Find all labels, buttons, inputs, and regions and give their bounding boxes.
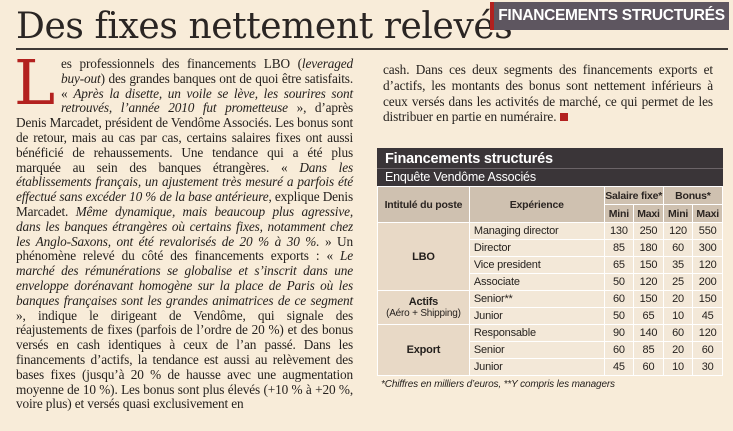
article-text-right: cash. Dans ces deux segments des finance…: [383, 62, 713, 125]
value-cell: 60: [603, 290, 635, 308]
experience-cell: Vice president: [468, 256, 605, 274]
category-subname: (Aéro + Shipping): [386, 308, 461, 319]
value-cell: 60: [633, 358, 664, 376]
value-cell: 150: [692, 290, 723, 308]
header-bonus-mini: Mini: [662, 204, 694, 223]
quote-text: Même dynamique, mais beaucoup plus agres…: [16, 203, 353, 249]
value-cell: 20: [662, 290, 694, 308]
table-row: Export Responsable 90 140 60 120: [377, 324, 723, 376]
rubric-banner: FINANCEMENTS STRUCTURÉS: [490, 2, 729, 30]
value-cell: 300: [692, 239, 723, 257]
end-mark-icon: [560, 113, 569, 122]
body-text: », indique le dirigeant de Vendôme, qui …: [16, 307, 353, 412]
value-cell: 150: [633, 290, 664, 308]
body-text: , explique Denis Marcadet.: [16, 189, 353, 219]
body-text: » Un phénomène relevé du côté des financ…: [16, 233, 353, 264]
quote-text: Le marché des rémunérations se globalise…: [16, 248, 353, 308]
value-cell: 25: [662, 273, 694, 291]
table-row: LBO Managing director 130 250 120 550: [377, 222, 723, 291]
value-cell: 120: [692, 256, 723, 274]
salary-table: Intitulé du poste Expérience Salaire fix…: [377, 186, 724, 376]
header-bonus-maxi: Maxi: [692, 204, 723, 223]
value-cell: 50: [603, 307, 635, 325]
header-salaire: Salaire fixe*: [603, 186, 664, 205]
header-salaire-maxi: Maxi: [633, 204, 664, 223]
value-cell: 130: [603, 222, 635, 240]
table-row: Actifs (Aéro + Shipping) Senior** 60 150 20 15…: [377, 290, 723, 325]
value-cell: 180: [633, 239, 664, 257]
table-body: LBO Managing director 130 250 120 550 Director…: [377, 222, 723, 376]
value-cell: 45: [603, 358, 635, 376]
value-cell: 120: [662, 222, 694, 240]
table-row: Associate 50 120 25 200: [378, 273, 723, 291]
value-cell: 200: [692, 273, 723, 291]
value-cell: 60: [662, 239, 694, 257]
table-footnote: *Chiffres en milliers d’euros, **Y compr…: [381, 379, 615, 390]
table-subtitle: Enquête Vendôme Associés: [377, 168, 723, 186]
quote-text: leveraged buy-out: [61, 56, 353, 86]
value-cell: 85: [603, 239, 635, 257]
header-poste: Intitulé du poste: [377, 186, 470, 223]
table-row: Junior 45 60 10 30: [378, 358, 723, 376]
salary-table-box: Financements structurés Enquête Vendôme …: [377, 148, 724, 418]
quote-text: Après la disette, un voile se lève, les …: [61, 85, 353, 116]
value-cell: 65: [633, 307, 664, 325]
table-title: Financements structurés: [377, 148, 723, 168]
category-cell: Export: [377, 324, 470, 376]
article-column-left: L es professionnels des financements LBO…: [14, 46, 353, 412]
category-cell: LBO: [377, 222, 470, 291]
category-cell: Actifs (Aéro + Shipping): [377, 290, 470, 325]
experience-cell: Managing director: [468, 222, 605, 240]
value-cell: 10: [662, 307, 694, 325]
value-cell: 60: [662, 324, 694, 342]
value-cell: 65: [603, 256, 635, 274]
quote-text: Dans les établissements français, un aju…: [16, 159, 353, 205]
value-cell: 10: [662, 358, 694, 376]
value-cell: 20: [662, 341, 694, 359]
value-cell: 85: [633, 341, 664, 359]
experience-cell: Associate: [468, 273, 605, 291]
table-row: Senior 60 85 20 60: [378, 341, 723, 359]
dropcap: L: [14, 46, 56, 119]
category-name: Export: [406, 344, 441, 356]
headline: Des fixes nettement relevés: [16, 6, 513, 47]
value-cell: 250: [633, 222, 664, 240]
value-cell: 120: [692, 324, 723, 342]
value-cell: 30: [692, 358, 723, 376]
article-text-left: es professionnels des financements LBO (…: [16, 56, 353, 411]
value-cell: 50: [603, 273, 635, 291]
value-cell: 60: [603, 341, 635, 359]
body-text: ) des grandes banques ont de quoi être s…: [61, 70, 353, 101]
value-cell: 550: [692, 222, 723, 240]
category-name: Actifs: [408, 296, 439, 308]
experience-cell: Junior: [468, 358, 605, 376]
value-cell: 90: [603, 324, 635, 342]
article-column-right: cash. Dans ces deux segments des finance…: [383, 62, 713, 125]
top-rule: [16, 48, 728, 50]
header-experience: Expérience: [468, 186, 605, 223]
experience-cell: Senior: [468, 341, 605, 359]
category-name: LBO: [412, 250, 435, 263]
experience-cell: Junior: [468, 307, 605, 325]
experience-cell: Responsable: [468, 324, 605, 342]
value-cell: 35: [662, 256, 694, 274]
table-row: Director 85 180 60 300: [378, 239, 723, 257]
body-text: es professionnels des financements LBO (: [61, 56, 302, 71]
value-cell: 60: [692, 341, 723, 359]
value-cell: 140: [633, 324, 664, 342]
experience-cell: Director: [468, 239, 605, 257]
experience-cell: Senior**: [468, 290, 605, 308]
header-salaire-mini: Mini: [603, 204, 635, 223]
value-cell: 120: [633, 273, 664, 291]
value-cell: 150: [633, 256, 664, 274]
value-cell: 45: [692, 307, 723, 325]
body-text: », d’après Denis Marcadet, président de …: [16, 100, 353, 175]
header-bonus: Bonus*: [662, 186, 724, 205]
